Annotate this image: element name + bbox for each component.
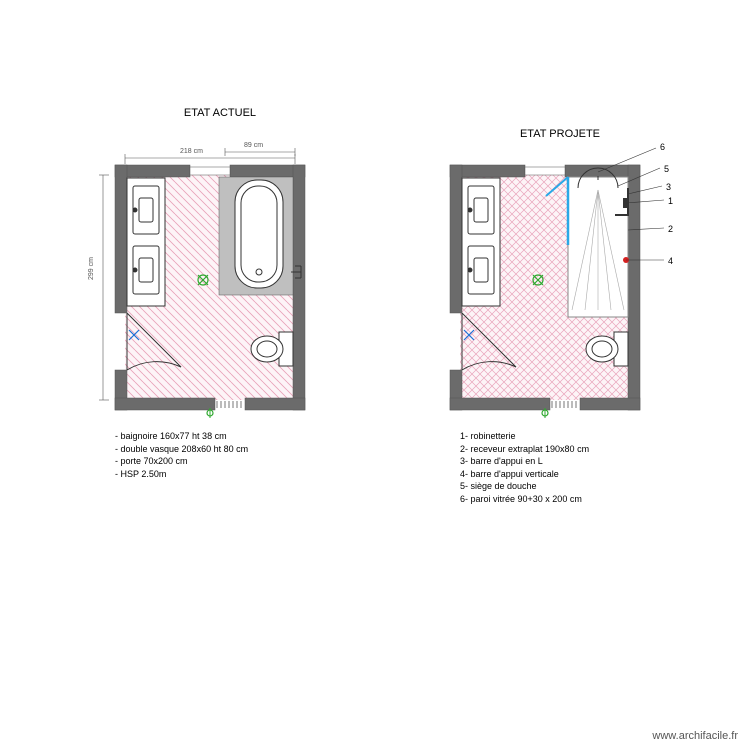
callout-3: 3 bbox=[666, 182, 671, 192]
dim-top-sub: 89 cm bbox=[244, 142, 263, 149]
note-l2: - porte 70x200 cm bbox=[115, 455, 248, 468]
callout-2: 2 bbox=[668, 224, 673, 234]
plan-left bbox=[95, 150, 335, 443]
note-r4: 5- siège de douche bbox=[460, 480, 589, 493]
dim-top-main: 218 cm bbox=[180, 148, 203, 155]
dim-left: 299 cm bbox=[88, 257, 95, 280]
callout-6: 6 bbox=[660, 142, 665, 152]
plan-right bbox=[440, 150, 700, 443]
note-l0: - baignoire 160x77 ht 38 cm bbox=[115, 430, 248, 443]
note-r0: 1- robinetterie bbox=[460, 430, 589, 443]
note-r2: 3- barre d'appui en L bbox=[460, 455, 589, 468]
title-right: ETAT PROJETE bbox=[460, 128, 660, 140]
note-r1: 2- receveur extraplat 190x80 cm bbox=[460, 443, 589, 456]
watermark: www.archifacile.fr bbox=[652, 730, 738, 742]
callout-4: 4 bbox=[668, 256, 673, 266]
note-r5: 6- paroi vitrée 90+30 x 200 cm bbox=[460, 493, 589, 506]
note-r3: 4- barre d'appui verticale bbox=[460, 468, 589, 481]
notes-left: - baignoire 160x77 ht 38 cm - double vas… bbox=[115, 430, 248, 480]
title-left: ETAT ACTUEL bbox=[120, 107, 320, 119]
callout-1: 1 bbox=[668, 196, 673, 206]
note-l3: - HSP 2.50m bbox=[115, 468, 248, 481]
title-left-text: ETAT ACTUEL bbox=[184, 107, 256, 119]
note-l1: - double vasque 208x60 ht 80 cm bbox=[115, 443, 248, 456]
callout-5: 5 bbox=[664, 164, 669, 174]
notes-right: 1- robinetterie 2- receveur extraplat 19… bbox=[460, 430, 589, 506]
title-right-text: ETAT PROJETE bbox=[520, 128, 600, 140]
